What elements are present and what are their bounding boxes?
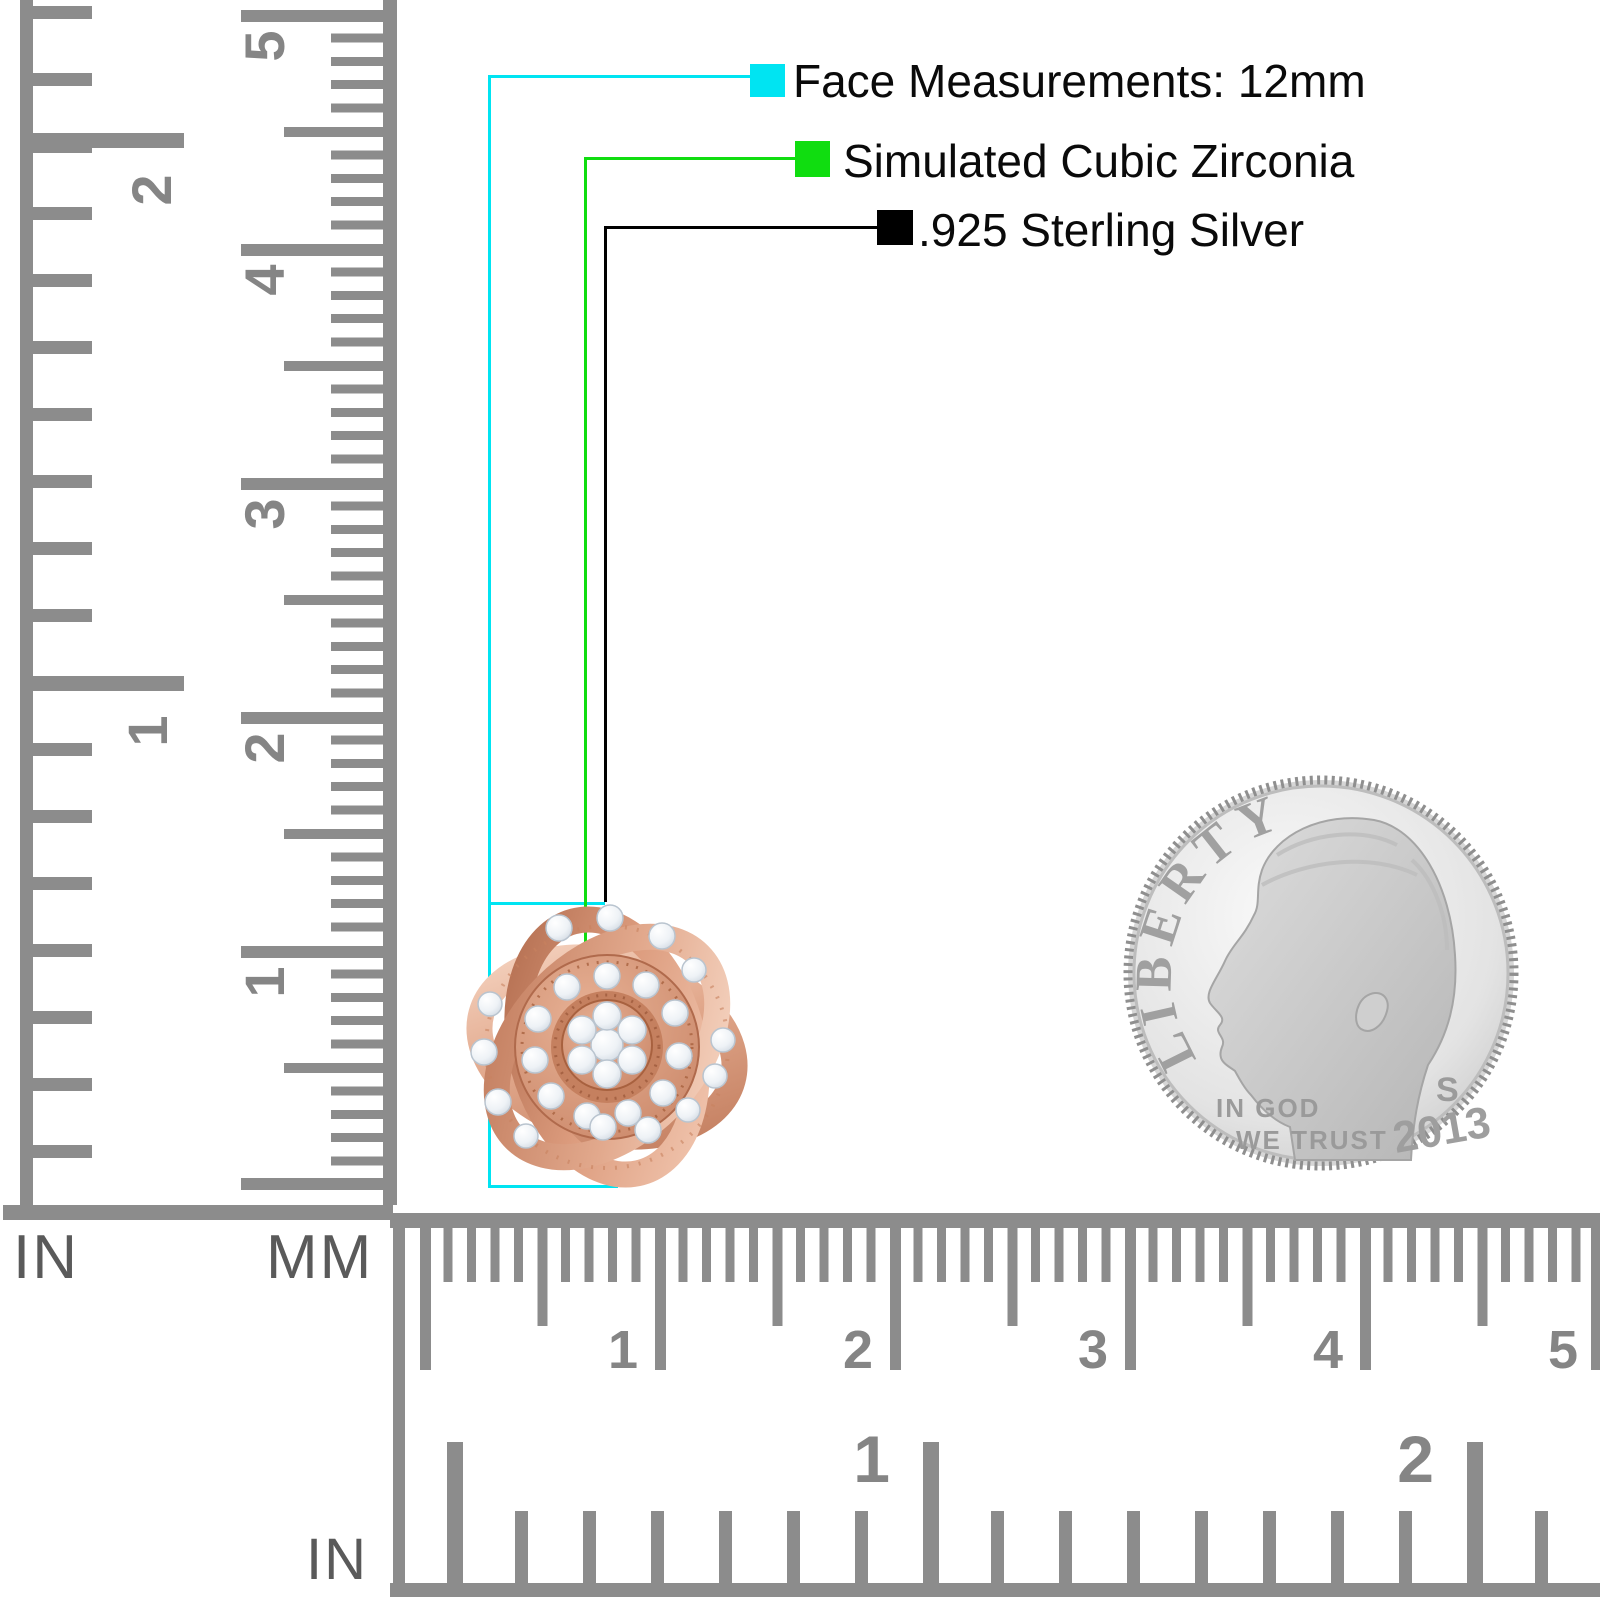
coin-motto-line1: IN GOD — [1216, 1093, 1320, 1123]
mm-ruler-edge — [383, 0, 397, 1205]
bottom-inch-number-2: 2 — [1397, 1422, 1434, 1496]
green-leader-line-v — [584, 157, 587, 1023]
cm-number-1: 1 — [233, 966, 296, 998]
roosevelt-profile — [1207, 817, 1457, 1161]
bottom-cm-number-5: 5 — [1547, 1320, 1578, 1380]
mm-ruler-unit-label: MM — [266, 1223, 374, 1292]
cyan-legend-square — [750, 64, 785, 97]
cm-tick-5 — [241, 10, 383, 22]
green-leader-line-h — [584, 157, 795, 160]
inch-ruler-edge — [20, 0, 33, 1205]
coin-mint-mark: S — [1436, 1071, 1459, 1109]
cubic-zirconia-label: Simulated Cubic Zirconia — [843, 135, 1355, 187]
cm-tick-2 — [241, 712, 383, 724]
bottom-cm-tick-5 — [1591, 1228, 1600, 1370]
cyan-leader-line-h — [488, 75, 750, 78]
halo-stones — [521, 962, 693, 1130]
bottom-inch-tick-1 — [923, 1442, 939, 1583]
bottom-5mm-ticks — [420, 1228, 1600, 1326]
center-cluster — [561, 999, 653, 1091]
bottom-inch-tick-0 — [447, 1442, 463, 1583]
bottom-cm-tick-0 — [420, 1228, 431, 1370]
outer-band-stones — [470, 904, 736, 1149]
bottom-cm-number-1: 1 — [607, 1320, 638, 1380]
bottom-inch-ticks — [447, 1511, 1600, 1583]
cm-tick-3 — [241, 478, 383, 490]
black-legend-square — [877, 210, 913, 245]
cm-tick-0 — [241, 1178, 383, 1190]
cm-number-3: 3 — [233, 498, 296, 530]
bottom-inch-number-1: 1 — [853, 1422, 890, 1496]
bottom-ruler-bottom-edge — [390, 1583, 1600, 1597]
cm-tick-4 — [241, 244, 383, 256]
cyan-bracket-bottom-arm — [488, 1185, 618, 1188]
vertical-rulers-bottom-edge — [3, 1205, 393, 1220]
bottom-inch-tick-2 — [1467, 1442, 1483, 1583]
bottom-cm-number-2: 2 — [842, 1320, 873, 1380]
black-leader-line-v — [604, 226, 607, 902]
coin-motto-line2: WE TRUST — [1236, 1125, 1388, 1155]
inch-ruler-ticks — [33, 6, 92, 1158]
bottom-cm-tick-2 — [890, 1228, 901, 1370]
bottom-cm-number-4: 4 — [1312, 1320, 1343, 1380]
cyan-leader-line-v — [488, 75, 491, 1188]
inch-number-2: 2 — [120, 174, 183, 206]
earring-photo — [466, 904, 748, 1188]
bottom-inch-unit-label: IN — [306, 1527, 368, 1592]
face-measurement-label: Face Measurements: 12mm — [793, 55, 1366, 107]
bottom-cm-number-3: 3 — [1077, 1320, 1108, 1380]
cm-number-5: 5 — [233, 30, 296, 62]
cm-number-4: 4 — [233, 264, 296, 296]
inch-tick-2 — [33, 133, 184, 148]
bottom-cm-tick-4 — [1360, 1228, 1371, 1370]
cm-tick-1 — [241, 946, 383, 958]
cyan-bracket-top-arm — [488, 902, 605, 905]
inch-number-1: 1 — [116, 715, 179, 747]
inch-ruler-unit-label: IN — [13, 1223, 79, 1292]
bottom-cm-tick-1 — [655, 1228, 666, 1370]
cm-number-2: 2 — [233, 732, 296, 764]
bottom-ruler-left-edge — [393, 1220, 405, 1597]
inch-tick-1 — [33, 676, 184, 691]
black-leader-line-h — [604, 226, 877, 229]
bottom-cm-tick-3 — [1125, 1228, 1136, 1370]
bottom-ruler-top-edge — [390, 1213, 1600, 1228]
green-legend-square — [795, 141, 830, 177]
mm-ruler-5mm-ticks — [284, 10, 383, 1191]
sterling-silver-label: .925 Sterling Silver — [918, 204, 1305, 256]
dime-photo: LIBERTY IN GOD WE TRUST S 2013 — [1123, 775, 1519, 1171]
